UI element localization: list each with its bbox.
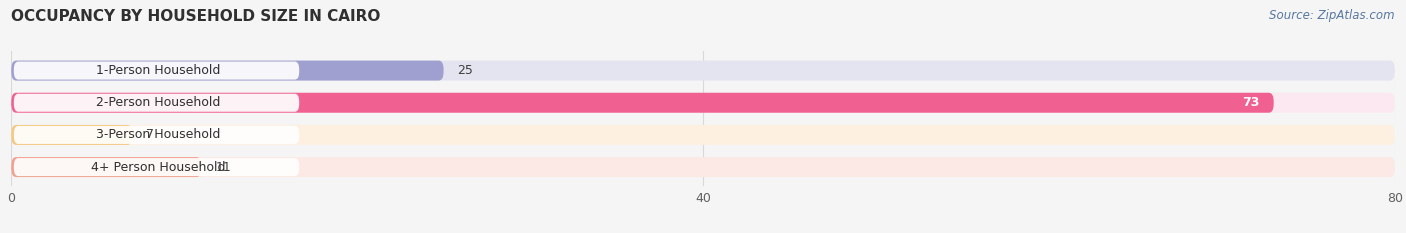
FancyBboxPatch shape	[14, 94, 299, 112]
FancyBboxPatch shape	[14, 158, 299, 176]
FancyBboxPatch shape	[14, 62, 299, 80]
FancyBboxPatch shape	[11, 61, 444, 81]
Text: Source: ZipAtlas.com: Source: ZipAtlas.com	[1270, 9, 1395, 22]
Text: 4+ Person Household: 4+ Person Household	[91, 161, 225, 174]
Text: 11: 11	[215, 161, 231, 174]
Text: 25: 25	[457, 64, 474, 77]
FancyBboxPatch shape	[11, 61, 1395, 81]
FancyBboxPatch shape	[11, 125, 132, 145]
FancyBboxPatch shape	[11, 157, 201, 177]
FancyBboxPatch shape	[11, 125, 1395, 145]
Text: 3-Person Household: 3-Person Household	[96, 128, 221, 141]
Text: 1-Person Household: 1-Person Household	[96, 64, 221, 77]
FancyBboxPatch shape	[11, 93, 1274, 113]
Text: 73: 73	[1243, 96, 1260, 109]
Text: 7: 7	[146, 128, 155, 141]
Text: 2-Person Household: 2-Person Household	[96, 96, 221, 109]
Text: OCCUPANCY BY HOUSEHOLD SIZE IN CAIRO: OCCUPANCY BY HOUSEHOLD SIZE IN CAIRO	[11, 9, 381, 24]
FancyBboxPatch shape	[11, 157, 1395, 177]
FancyBboxPatch shape	[11, 93, 1395, 113]
FancyBboxPatch shape	[14, 126, 299, 144]
